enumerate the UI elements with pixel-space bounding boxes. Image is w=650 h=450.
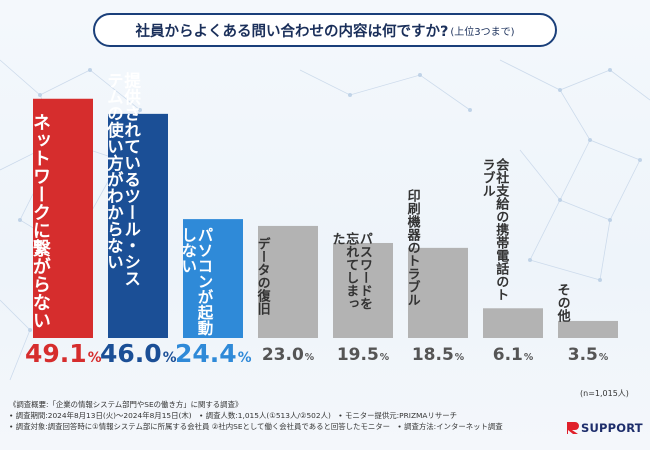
category-label-text: その他 [555,282,570,322]
survey-note-line: • 調査対象:調査回答時に①情報システム部に所属する会社員 ②社内SEとして働く… [9,422,503,431]
sample-size-label: (n=1,015人) [580,389,629,398]
value-unit: % [304,352,315,363]
bar [108,113,168,338]
value-number: 49.1 [25,339,87,368]
bar [408,247,468,338]
value-label: 6.1% [475,345,551,365]
category-label-text: パスワードを忘れてしまった [330,232,372,310]
category-label: ネットワークに繋がらない [30,113,51,330]
category-label: データの復旧 [255,237,270,315]
category-label: 印刷機器のトラブル [405,188,420,306]
value-number: 3.5 [567,345,598,365]
value-label: 19.5% [325,345,401,365]
category-label-text: データの復旧 [255,237,270,315]
survey-note-line: • 調査期間:2024年8月13日(火)〜2024年8月15日(木) • 調査人… [9,411,457,420]
category-label: 提供されているツール・システムの使い方がわからない [105,72,141,287]
survey-notes: 《調査概要:「企業の情報システム部門やSEの働き方」に関する調査》 • 調査期間… [9,399,569,432]
value-label: 49.1% [25,339,101,368]
value-unit: % [237,350,252,366]
category-label: パソコンが起動しない [180,227,214,336]
value-number: 19.5 [336,345,379,365]
value-number: 46.0 [100,339,162,368]
rsupport-logo: SUPPORT [566,421,643,435]
bar [258,225,318,338]
category-label-text: 会社支給の携帯電話のトラブル [480,158,509,301]
category-label: パスワードを忘れてしまった [330,232,372,310]
value-number: 18.5 [411,345,454,365]
chart-title-box: 社員からよくある問い合わせの内容は何ですか? (上位3つまで) [93,13,557,47]
category-label-text: 印刷機器のトラブル [405,188,420,306]
r-logo-icon [567,422,579,434]
category-label: その他 [555,282,570,322]
value-number: 23.0 [261,345,304,365]
category-label-text: ネットワークに繋がらない [30,113,51,330]
category-label-text: パソコンが起動しない [180,227,214,336]
value-label: 46.0% [100,339,176,368]
value-label: 3.5% [550,345,626,365]
chart-title: 社員からよくある問い合わせの内容は何ですか? [135,23,449,40]
value-unit: % [379,352,390,363]
value-unit: % [454,352,465,363]
value-unit: % [523,352,534,363]
bar [183,219,243,338]
value-unit: % [598,352,609,363]
bar [33,98,93,339]
survey-note-line: 《調査概要:「企業の情報システム部門やSEの働き方」に関する調査》 [9,400,243,409]
value-label: 23.0% [250,345,326,365]
chart-subtitle: (上位3つまで) [450,26,515,38]
value-label: 18.5% [400,345,476,365]
value-unit: % [87,350,102,366]
category-label-text: 提供されているツール・システムの使い方がわからない [105,72,141,287]
logo-text: SUPPORT [581,421,643,435]
bar [558,320,618,338]
bar [333,242,393,338]
bar-chart: ネットワークに繋がらない 提供されているツール・システムの使い方がわからないパソコ… [30,72,618,339]
value-label: 24.4% [175,339,251,368]
category-label: 会社支給の携帯電話のトラブル [480,158,509,301]
bar [483,308,543,338]
value-unit: % [162,350,177,366]
value-number: 24.4 [175,339,237,368]
value-number: 6.1 [492,345,523,365]
